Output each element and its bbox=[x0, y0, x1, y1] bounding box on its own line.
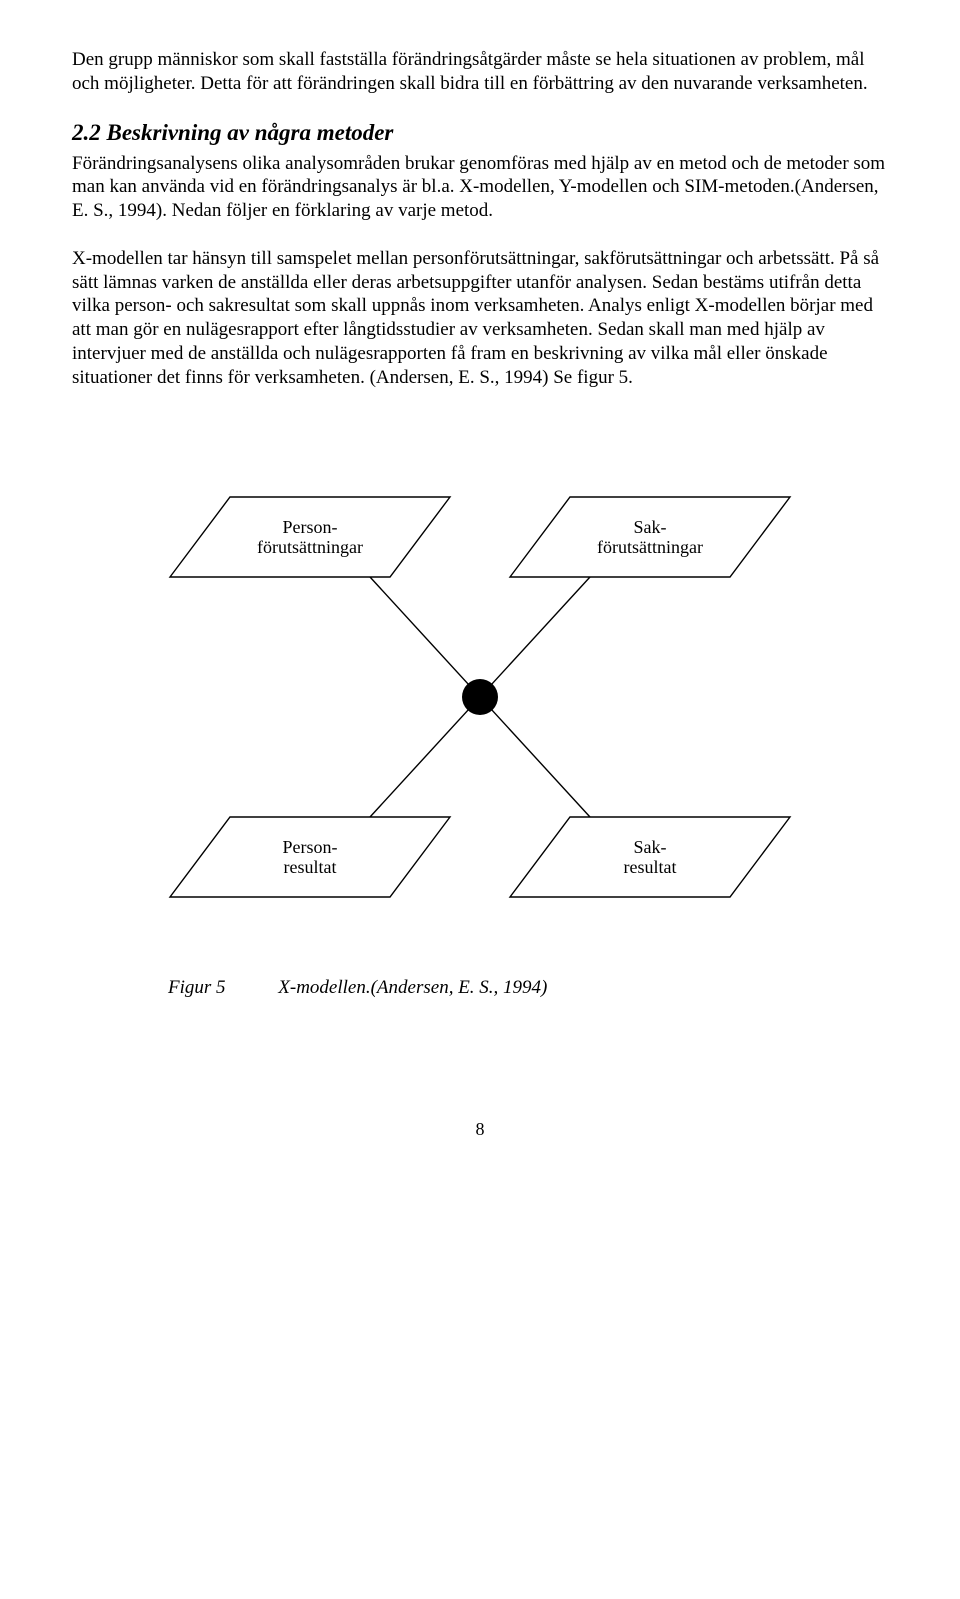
figure-caption: Figur 5 X-modellen.(Andersen, E. S., 199… bbox=[72, 977, 888, 999]
svg-text:förutsättningar: förutsättningar bbox=[257, 537, 363, 557]
page-number: 8 bbox=[72, 1119, 888, 1172]
figure-caption-text: X-modellen.(Andersen, E. S., 1994) bbox=[278, 977, 547, 998]
method-overview-paragraph: Förändringsanalysens olika analysområden… bbox=[72, 152, 888, 223]
svg-text:resultat: resultat bbox=[624, 857, 677, 877]
intro-paragraph: Den grupp människor som skall fastställa… bbox=[72, 48, 888, 96]
svg-text:Sak-: Sak- bbox=[634, 837, 667, 857]
section-heading: 2.2 Beskrivning av några metoder bbox=[72, 120, 888, 146]
svg-text:Person-: Person- bbox=[283, 837, 338, 857]
figure-caption-label: Figur 5 bbox=[168, 977, 226, 998]
svg-text:Sak-: Sak- bbox=[634, 517, 667, 537]
x-model-svg: Person-förutsättningarSak-förutsättninga… bbox=[90, 437, 870, 957]
x-model-paragraph: X-modellen tar hänsyn till samspelet mel… bbox=[72, 247, 888, 390]
x-model-diagram: Person-förutsättningarSak-förutsättninga… bbox=[72, 437, 888, 957]
svg-text:resultat: resultat bbox=[284, 857, 337, 877]
svg-text:förutsättningar: förutsättningar bbox=[597, 537, 703, 557]
svg-text:Person-: Person- bbox=[283, 517, 338, 537]
